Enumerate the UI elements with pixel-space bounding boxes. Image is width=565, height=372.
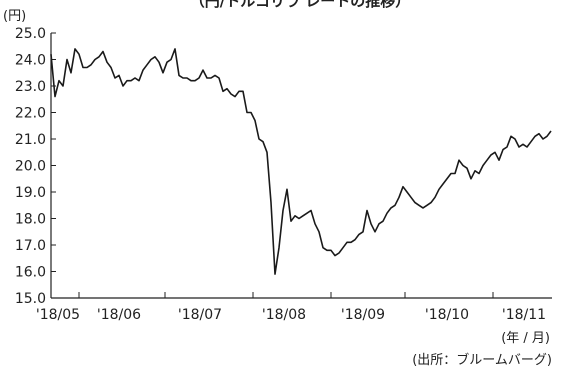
x-tick-label: '18/10: [425, 307, 469, 323]
y-tick-label: 15.0: [15, 291, 46, 307]
chart-title: （円/トルコリラ レートの推移）: [190, 0, 410, 10]
x-tick-label: '18/08: [262, 307, 306, 323]
x-tick-label: '18/06: [97, 307, 141, 323]
x-tick-label: '18/07: [178, 307, 222, 323]
x-tick-label: '18/09: [341, 307, 385, 323]
y-tick-label: 16.0: [15, 265, 46, 281]
y-tick-label: 20.0: [15, 159, 46, 175]
y-tick-label: 22.0: [15, 106, 46, 122]
y-tick-label: 23.0: [15, 79, 46, 95]
y-tick-label: 17.0: [15, 238, 46, 254]
y-tick-label: 25.0: [15, 26, 46, 42]
source-note: (出所：ブルームバーグ): [412, 352, 552, 368]
y-tick-label: 24.0: [15, 53, 46, 69]
y-tick-label: 19.0: [15, 185, 46, 201]
x-unit-label: (年 / 月): [501, 331, 550, 346]
y-tick-label: 18.0: [15, 212, 46, 228]
x-axis-ticks: '18/05 '18/06 '18/07 '18/08 '18/09 '18/10 '18/…: [36, 292, 546, 323]
y-tick-label: 21.0: [15, 132, 46, 148]
series-line: [50, 48, 552, 275]
y-unit-label: (円): [3, 9, 26, 24]
x-tick-label: '18/05: [36, 307, 80, 323]
x-tick-label: '18/11: [502, 307, 546, 323]
y-axis-ticks: 15.0 16.0 17.0 18.0 19.0 20.0 21.0 22.0 23.0 24.0…: [15, 26, 56, 307]
